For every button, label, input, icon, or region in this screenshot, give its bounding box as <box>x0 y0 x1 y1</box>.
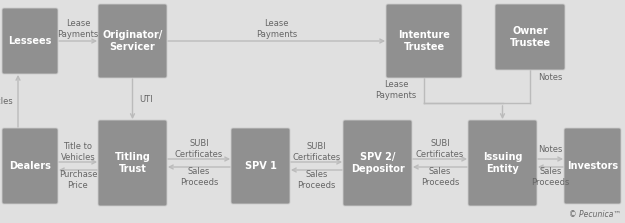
Text: Lease
Payments: Lease Payments <box>256 19 297 39</box>
FancyBboxPatch shape <box>564 128 621 204</box>
Text: Title to
Vehicles: Title to Vehicles <box>61 142 96 162</box>
FancyBboxPatch shape <box>386 4 462 78</box>
Text: Sales
Proceeds: Sales Proceeds <box>421 167 459 187</box>
Text: Owner
Trustee: Owner Trustee <box>509 26 551 48</box>
Text: Lessees: Lessees <box>8 36 52 46</box>
Text: SPV 1: SPV 1 <box>244 161 276 171</box>
Text: Issuing
Entity: Issuing Entity <box>482 152 522 174</box>
Text: Intenture
Trustee: Intenture Trustee <box>398 30 450 52</box>
Text: Titling
Trust: Titling Trust <box>114 152 151 174</box>
Text: Vehicles: Vehicles <box>0 97 13 105</box>
Text: Notes: Notes <box>538 145 562 153</box>
Text: Originator/
Servicer: Originator/ Servicer <box>102 30 162 52</box>
FancyBboxPatch shape <box>343 120 412 206</box>
Text: SUBI
Certificates: SUBI Certificates <box>292 142 341 162</box>
Text: Sales
Proceeds: Sales Proceeds <box>180 167 218 187</box>
FancyBboxPatch shape <box>231 128 290 204</box>
Text: Purchase
Price: Purchase Price <box>59 170 98 190</box>
FancyBboxPatch shape <box>98 4 167 78</box>
Text: SUBI
Certificates: SUBI Certificates <box>416 139 464 159</box>
Text: Lease
Payments: Lease Payments <box>376 80 417 100</box>
FancyBboxPatch shape <box>98 120 167 206</box>
Text: Lease
Payments: Lease Payments <box>58 19 99 39</box>
Text: Investors: Investors <box>567 161 618 171</box>
FancyBboxPatch shape <box>2 8 58 74</box>
Text: UTI: UTI <box>140 95 153 103</box>
Text: Dealers: Dealers <box>9 161 51 171</box>
FancyBboxPatch shape <box>495 4 565 70</box>
Text: Sales
Proceeds: Sales Proceeds <box>531 167 570 187</box>
FancyBboxPatch shape <box>2 128 58 204</box>
Text: SPV 2/
Depositor: SPV 2/ Depositor <box>351 152 404 174</box>
Text: © Pecunica™: © Pecunica™ <box>569 210 621 219</box>
Text: Notes: Notes <box>538 74 562 83</box>
Text: Sales
Proceeds: Sales Proceeds <box>298 170 336 190</box>
FancyBboxPatch shape <box>468 120 537 206</box>
Text: SUBI
Certificates: SUBI Certificates <box>175 139 223 159</box>
